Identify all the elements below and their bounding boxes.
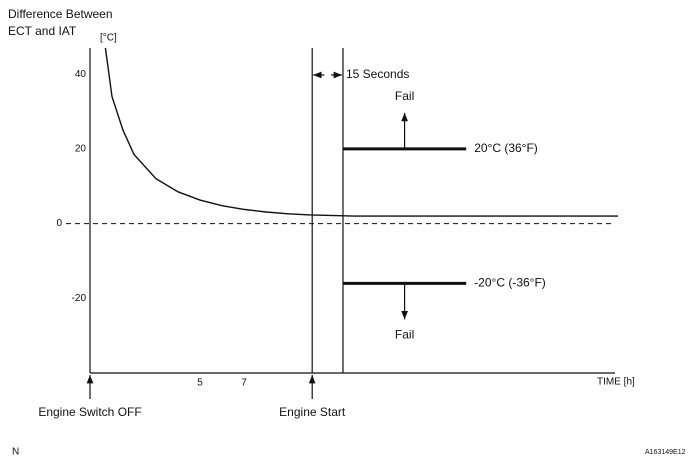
x-tick-label: 7 bbox=[241, 378, 247, 389]
event-label: Engine Switch OFF bbox=[38, 405, 141, 419]
curve bbox=[104, 47, 618, 217]
y-tick-label: -20 bbox=[72, 293, 87, 304]
x-label: TIME [h] bbox=[597, 377, 635, 388]
chart-title: ECT and IAT bbox=[8, 24, 77, 38]
chart-title: Difference Between bbox=[8, 7, 113, 21]
y-tick-label: 0 bbox=[56, 218, 62, 229]
threshold-label: -20°C (-36°F) bbox=[474, 276, 546, 290]
corner-mark: N bbox=[12, 447, 19, 458]
y-tick-label: 40 bbox=[75, 69, 87, 80]
threshold-label: 20°C (36°F) bbox=[474, 141, 538, 155]
y-unit: [°C] bbox=[100, 33, 117, 44]
interval-label: 15 Seconds bbox=[346, 67, 409, 81]
event-label: Engine Start bbox=[279, 405, 346, 419]
fail-label: Fail bbox=[395, 89, 414, 103]
figure-code: A163149E12 bbox=[645, 449, 686, 456]
fail-label: Fail bbox=[395, 328, 414, 342]
x-tick-label: 5 bbox=[197, 378, 203, 389]
y-tick-label: 20 bbox=[75, 144, 87, 155]
